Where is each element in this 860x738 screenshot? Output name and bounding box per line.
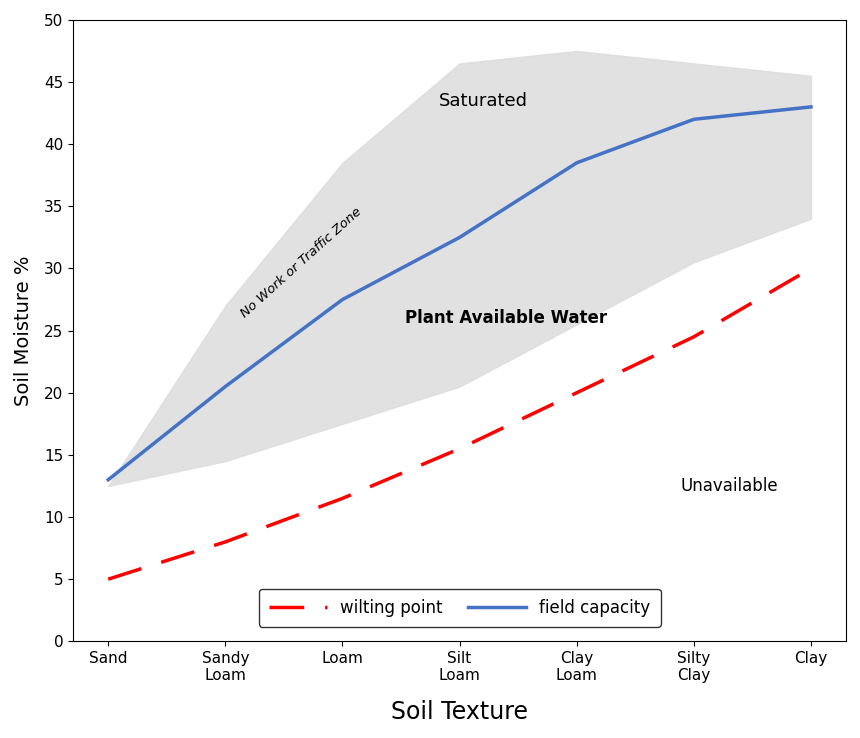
X-axis label: Soil Texture: Soil Texture [391,700,528,724]
Text: Plant Available Water: Plant Available Water [405,309,607,327]
Text: Saturated: Saturated [439,92,527,110]
Legend: wilting point, field capacity: wilting point, field capacity [259,589,660,627]
Text: Unavailable: Unavailable [680,477,777,495]
Text: No Work or Traffic Zone: No Work or Traffic Zone [238,204,365,320]
Y-axis label: Soil Moisture %: Soil Moisture % [14,255,33,406]
